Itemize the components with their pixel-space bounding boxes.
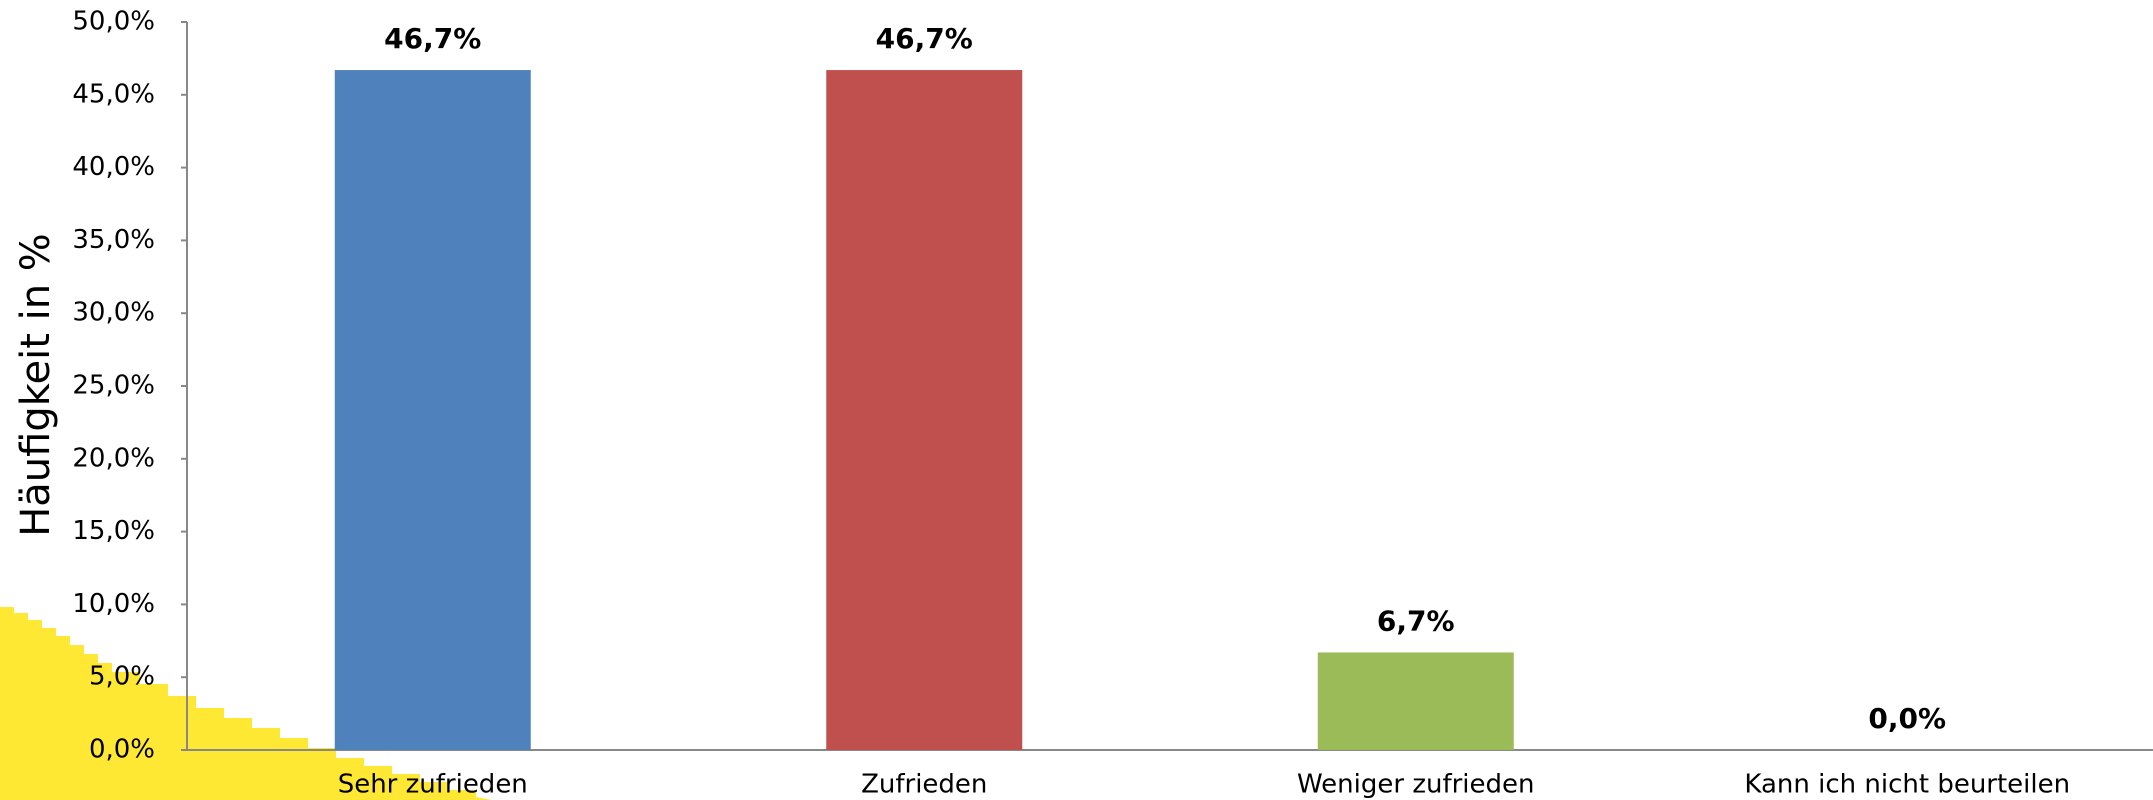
y-tick-label: 20,0% xyxy=(72,443,155,473)
y-tick-label: 35,0% xyxy=(72,225,155,255)
value-label: 6,7% xyxy=(1377,604,1455,637)
value-label: 46,7% xyxy=(384,22,481,55)
y-tick-label: 10,0% xyxy=(72,589,155,619)
y-tick-label: 50,0% xyxy=(72,7,155,37)
y-tick-label: 25,0% xyxy=(72,371,155,401)
y-axis-title: Häufigkeit in % xyxy=(13,233,59,537)
y-tick-label: 5,0% xyxy=(89,662,155,692)
bar xyxy=(334,70,531,751)
y-tick-label: 30,0% xyxy=(72,298,155,328)
y-tick-label: 45,0% xyxy=(72,79,155,109)
decoration xyxy=(0,607,492,800)
value-label: 46,7% xyxy=(876,22,973,55)
x-tick-label: Zufrieden xyxy=(861,770,987,800)
value-label: 0,0% xyxy=(1868,702,1946,735)
y-tick-label: 40,0% xyxy=(72,152,155,182)
x-tick-label: Kann ich nicht beurteilen xyxy=(1744,770,2070,800)
x-tick-label: Weniger zufrieden xyxy=(1297,770,1535,800)
bar xyxy=(1317,652,1514,750)
x-tick-label: Sehr zufrieden xyxy=(338,770,528,800)
y-tick-label: 15,0% xyxy=(72,516,155,546)
bar xyxy=(826,70,1023,751)
y-tick-label: 0,0% xyxy=(89,735,155,765)
